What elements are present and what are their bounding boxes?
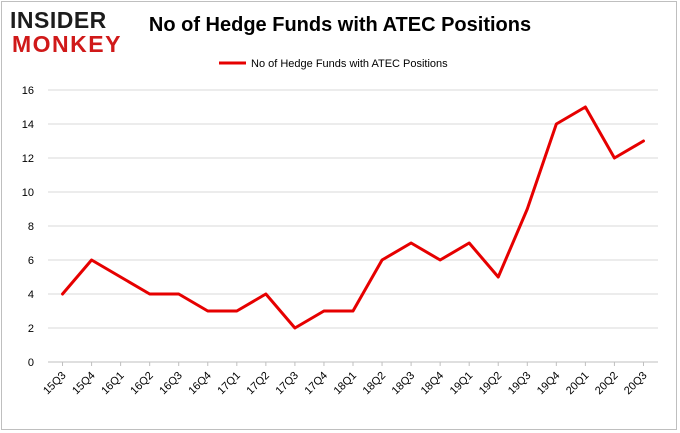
x-tick-label: 20Q3 [622, 370, 650, 398]
data-point [148, 292, 151, 296]
data-point [555, 122, 558, 126]
x-tick-label: 16Q4 [186, 370, 214, 398]
data-point [264, 292, 268, 296]
x-tick-label: 18Q3 [390, 370, 418, 398]
x-tick-label: 15Q3 [41, 370, 69, 398]
y-tick-label: 16 [22, 85, 34, 97]
y-tick-label: 14 [22, 119, 34, 131]
x-tick-label: 17Q1 [215, 370, 243, 398]
data-point [526, 207, 529, 211]
x-tick-label: 15Q4 [70, 370, 98, 398]
x-tick-label: 19Q4 [535, 370, 563, 398]
chart-title: No of Hedge Funds with ATEC Positions [148, 14, 532, 36]
data-point [409, 241, 413, 245]
data-point [351, 309, 355, 313]
data-point [206, 309, 209, 313]
data-point [467, 241, 471, 245]
data-point [613, 156, 616, 160]
y-tick-label: 10 [22, 187, 34, 199]
x-tick-label: 18Q1 [332, 370, 360, 398]
x-tick-label: 19Q3 [506, 370, 534, 398]
y-tick-label: 4 [28, 289, 34, 301]
x-tick-label: 16Q3 [157, 370, 185, 398]
data-point [380, 258, 384, 262]
x-tick-label: 20Q1 [564, 370, 592, 398]
data-point [119, 275, 122, 279]
data-point [438, 258, 442, 262]
data-point [90, 258, 93, 262]
x-tick-label: 17Q2 [244, 370, 272, 398]
data-point [497, 275, 500, 279]
data-point [61, 292, 64, 296]
x-tick-label: 17Q3 [274, 370, 302, 398]
x-tick-label: 16Q2 [128, 370, 156, 398]
data-point [322, 309, 326, 313]
logo-line-1: INSIDER [10, 7, 107, 33]
logo-line-2: MONKEY [12, 31, 122, 57]
x-tick-label: 16Q1 [99, 370, 127, 398]
x-tick-label: 19Q1 [448, 370, 476, 398]
x-tick-label: 17Q4 [303, 370, 331, 398]
x-tick-label: 19Q2 [477, 370, 505, 398]
y-tick-label: 6 [28, 255, 34, 267]
legend-label: No of Hedge Funds with ATEC Positions [251, 58, 448, 70]
x-tick-label: 18Q2 [361, 370, 389, 398]
data-point [642, 139, 645, 143]
y-tick-label: 2 [28, 323, 34, 335]
y-tick-label: 12 [22, 153, 34, 165]
data-point [235, 309, 239, 313]
data-point [584, 105, 587, 109]
x-tick-label: 18Q4 [419, 370, 447, 398]
x-tick-label: 20Q2 [593, 370, 621, 398]
data-point [293, 326, 297, 330]
y-tick-label: 8 [28, 221, 34, 233]
data-point [177, 292, 180, 296]
y-tick-label: 0 [28, 357, 34, 369]
insider-monkey-logo: INSIDER MONKEY [10, 8, 128, 58]
